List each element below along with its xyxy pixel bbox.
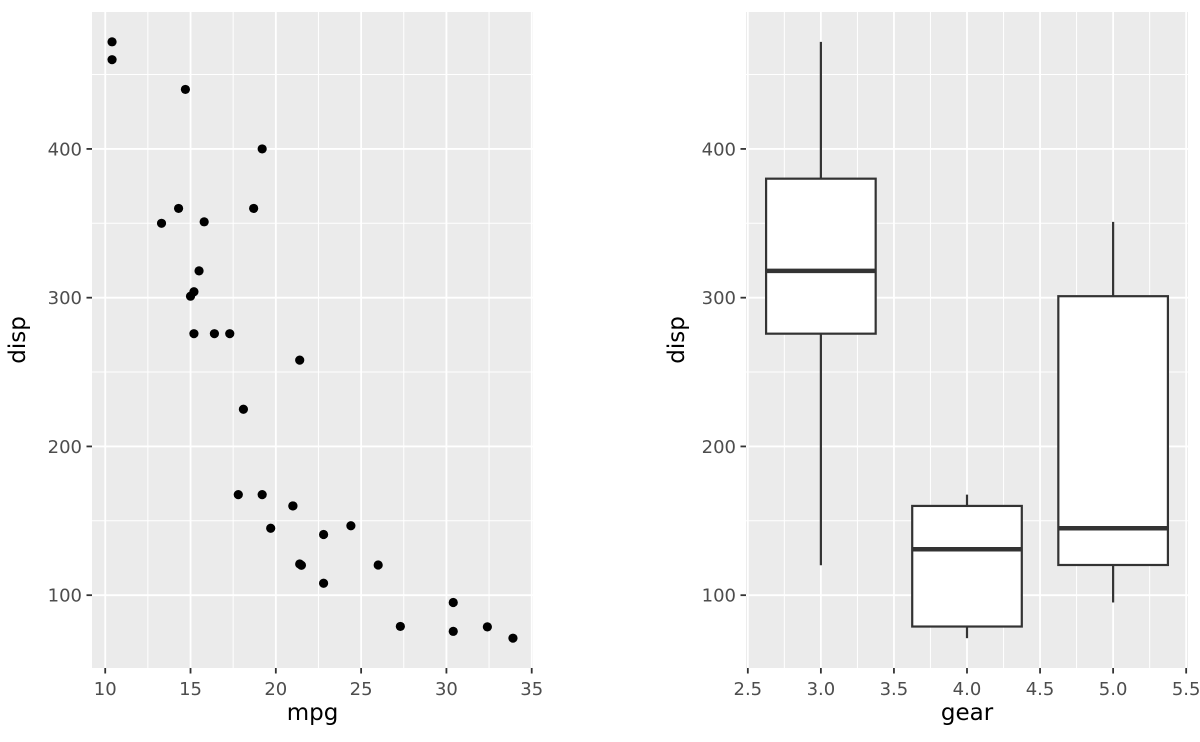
data-point: [173, 203, 184, 214]
data-point: [373, 560, 383, 570]
data-point: [233, 490, 243, 500]
data-point: [156, 218, 167, 228]
y-tick-label: 300: [702, 288, 736, 309]
data-point: [346, 521, 356, 531]
box: [911, 504, 1023, 628]
boxplot-x-axis-title: gear: [941, 700, 994, 726]
data-point: [266, 523, 276, 533]
data-point: [482, 622, 492, 632]
data-point: [395, 621, 405, 632]
data-point: [257, 490, 267, 500]
x-tick-label: 35: [520, 679, 543, 700]
data-point: [199, 217, 209, 227]
data-point: [448, 626, 458, 636]
box: [764, 177, 877, 335]
boxplot-disp-by-gear: 2.5 3.0 3.5 4.0 4.5 5.0 5.5 100 200 300 400: [702, 12, 1200, 700]
data-point: [209, 329, 220, 339]
data-point: [238, 404, 249, 414]
data-point: [185, 291, 196, 301]
data-point: [180, 84, 191, 95]
data-point: [249, 203, 259, 214]
data-point: [288, 501, 298, 511]
data-point: [508, 633, 518, 643]
data-point: [107, 37, 117, 47]
y-tick-label: 100: [48, 586, 82, 607]
y-tick-label: 300: [48, 288, 82, 309]
panel-background: [92, 12, 533, 668]
y-tick-label: 400: [702, 139, 736, 160]
x-tick-label: 4.0: [953, 679, 982, 700]
scatter-y-axis-title: disp: [5, 316, 31, 364]
x-tick-label: 2.5: [734, 679, 763, 700]
y-tick-label: 400: [48, 139, 82, 160]
x-tick-label: 3.0: [807, 679, 836, 700]
x-tick-label: 15: [179, 679, 202, 700]
data-point: [189, 329, 199, 339]
data-point: [225, 329, 235, 339]
data-point: [295, 355, 305, 365]
data-point: [318, 529, 329, 540]
x-tick-label: 10: [94, 679, 117, 700]
x-tick-label: 30: [435, 679, 458, 700]
box: [1057, 295, 1170, 567]
y-tick-label: 200: [48, 437, 82, 458]
scatter-plot-disp-vs-mpg: 10 15 20 25 30 35 100 200 300 400: [48, 12, 543, 700]
data-point: [295, 559, 305, 569]
data-point: [107, 55, 117, 65]
x-tick-label: 5.0: [1099, 679, 1128, 700]
scatter-x-axis-title: mpg: [287, 700, 339, 726]
data-point: [194, 266, 204, 276]
x-tick-label: 20: [264, 679, 287, 700]
x-tick-label: 5.5: [1172, 679, 1200, 700]
data-point: [257, 144, 267, 154]
x-tick-label: 3.5: [880, 679, 909, 700]
y-tick-label: 100: [702, 586, 736, 607]
data-point: [448, 597, 458, 608]
x-tick-label: 25: [350, 679, 373, 700]
data-point: [318, 578, 329, 588]
y-tick-label: 200: [702, 437, 736, 458]
x-tick-label: 4.5: [1026, 679, 1055, 700]
boxplot-y-axis-title: disp: [664, 316, 690, 364]
